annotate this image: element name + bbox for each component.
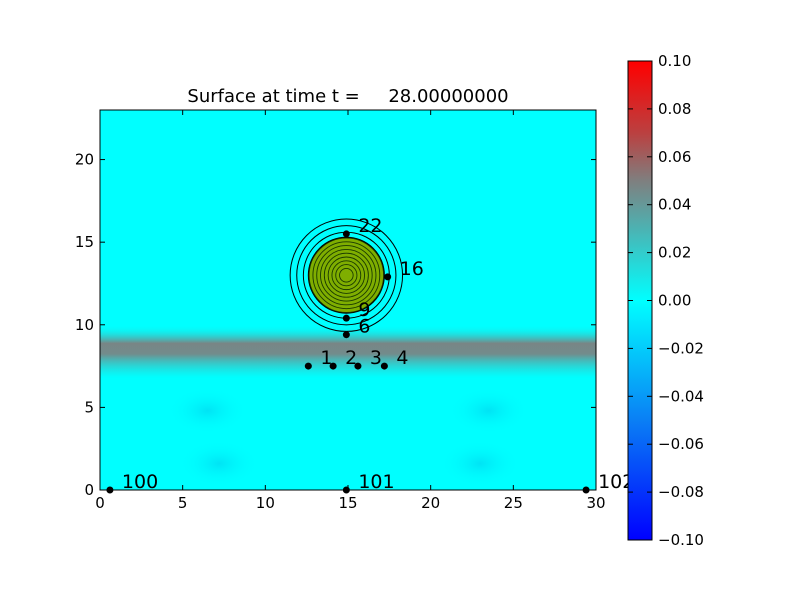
contour-inner-ring bbox=[331, 260, 362, 291]
gauge-label: 16 bbox=[400, 258, 424, 280]
colorbar-tick-label: −0.02 bbox=[658, 339, 704, 357]
contour-inner-ring bbox=[312, 241, 381, 310]
gauge-point bbox=[342, 331, 350, 339]
y-tick-label: 5 bbox=[84, 398, 94, 416]
contour-inner-ring bbox=[316, 245, 377, 306]
colorbar-tick-label: 0.02 bbox=[658, 244, 691, 262]
gauge-point bbox=[354, 362, 362, 370]
gauge-point bbox=[304, 362, 312, 370]
gauge-point bbox=[342, 486, 350, 494]
y-axis: 0 5 10 15 20 bbox=[75, 151, 596, 499]
colorbar-tick-label: −0.04 bbox=[658, 387, 704, 405]
colorbar-tick-label: −0.10 bbox=[658, 531, 704, 549]
contour-filled-region bbox=[308, 237, 385, 314]
gauge-label: 6 bbox=[358, 316, 370, 338]
colorbar-tick-label: 0.08 bbox=[658, 100, 691, 118]
gauge-label: 22 bbox=[358, 215, 382, 237]
contour-inner-ring bbox=[308, 237, 385, 313]
y-tick-label: 20 bbox=[75, 151, 94, 169]
gauge-point bbox=[384, 273, 392, 281]
surface-depression bbox=[440, 440, 520, 487]
x-tick-label: 15 bbox=[338, 494, 357, 512]
x-tick-label: 10 bbox=[256, 494, 275, 512]
contour-inner-ring bbox=[327, 256, 366, 294]
x-tick-label: 5 bbox=[178, 494, 188, 512]
gauge-point bbox=[342, 230, 350, 238]
x-tick-label: 20 bbox=[421, 494, 440, 512]
gauge-label: 3 bbox=[370, 347, 382, 369]
plot-area bbox=[100, 110, 596, 490]
gauge-label: 9 bbox=[358, 299, 370, 321]
contour-inner-ring bbox=[323, 252, 369, 298]
colorbar: 0.10 0.08 0.06 0.04 0.02 0.00 −0.02 −0.04 −0.06 −… bbox=[627, 52, 704, 549]
colorbar-tick-label: 0.04 bbox=[658, 196, 691, 214]
chart-title: Surface at time t = 28.00000000 bbox=[187, 86, 508, 107]
gauge-label: 102 bbox=[598, 471, 634, 493]
colorbar-tick-label: −0.06 bbox=[658, 435, 704, 453]
y-tick-label: 10 bbox=[75, 316, 94, 334]
colorbar-tick-label: −0.08 bbox=[658, 483, 704, 501]
gauge-point bbox=[329, 362, 337, 370]
colorbar-tick-label: 0.10 bbox=[658, 52, 691, 70]
gauge-point bbox=[106, 486, 114, 494]
y-tick-label: 15 bbox=[75, 233, 94, 251]
colorbar-tick-label: 0.06 bbox=[658, 148, 691, 166]
x-tick-label: 0 bbox=[95, 494, 105, 512]
x-axis: 0 5 10 15 20 25 30 bbox=[95, 110, 606, 512]
surface-depression bbox=[179, 440, 259, 487]
contour-inner-ring bbox=[335, 264, 358, 287]
gauge-point bbox=[342, 314, 350, 322]
x-tick-label: 30 bbox=[586, 494, 605, 512]
y-tick-label: 0 bbox=[84, 481, 94, 499]
contour-inner-ring bbox=[320, 248, 373, 302]
gauge-label: 4 bbox=[396, 347, 408, 369]
gauge-point bbox=[380, 362, 388, 370]
colorbar-tick-label: 0.00 bbox=[658, 292, 691, 310]
gauge-label: 101 bbox=[358, 471, 394, 493]
surface-depression bbox=[167, 387, 248, 434]
surface-depression bbox=[448, 387, 529, 434]
gauge-label: 2 bbox=[345, 347, 357, 369]
contour-ring bbox=[296, 225, 397, 326]
x-tick-label: 25 bbox=[504, 494, 523, 512]
gauge-label: 100 bbox=[122, 471, 158, 493]
gauge-point bbox=[582, 486, 590, 494]
gauge-group: 1 2 3 4 69 16 22 100 101 102 bbox=[106, 215, 634, 494]
gauge-label: 1 bbox=[320, 347, 332, 369]
contour-inner-ring bbox=[339, 267, 354, 283]
